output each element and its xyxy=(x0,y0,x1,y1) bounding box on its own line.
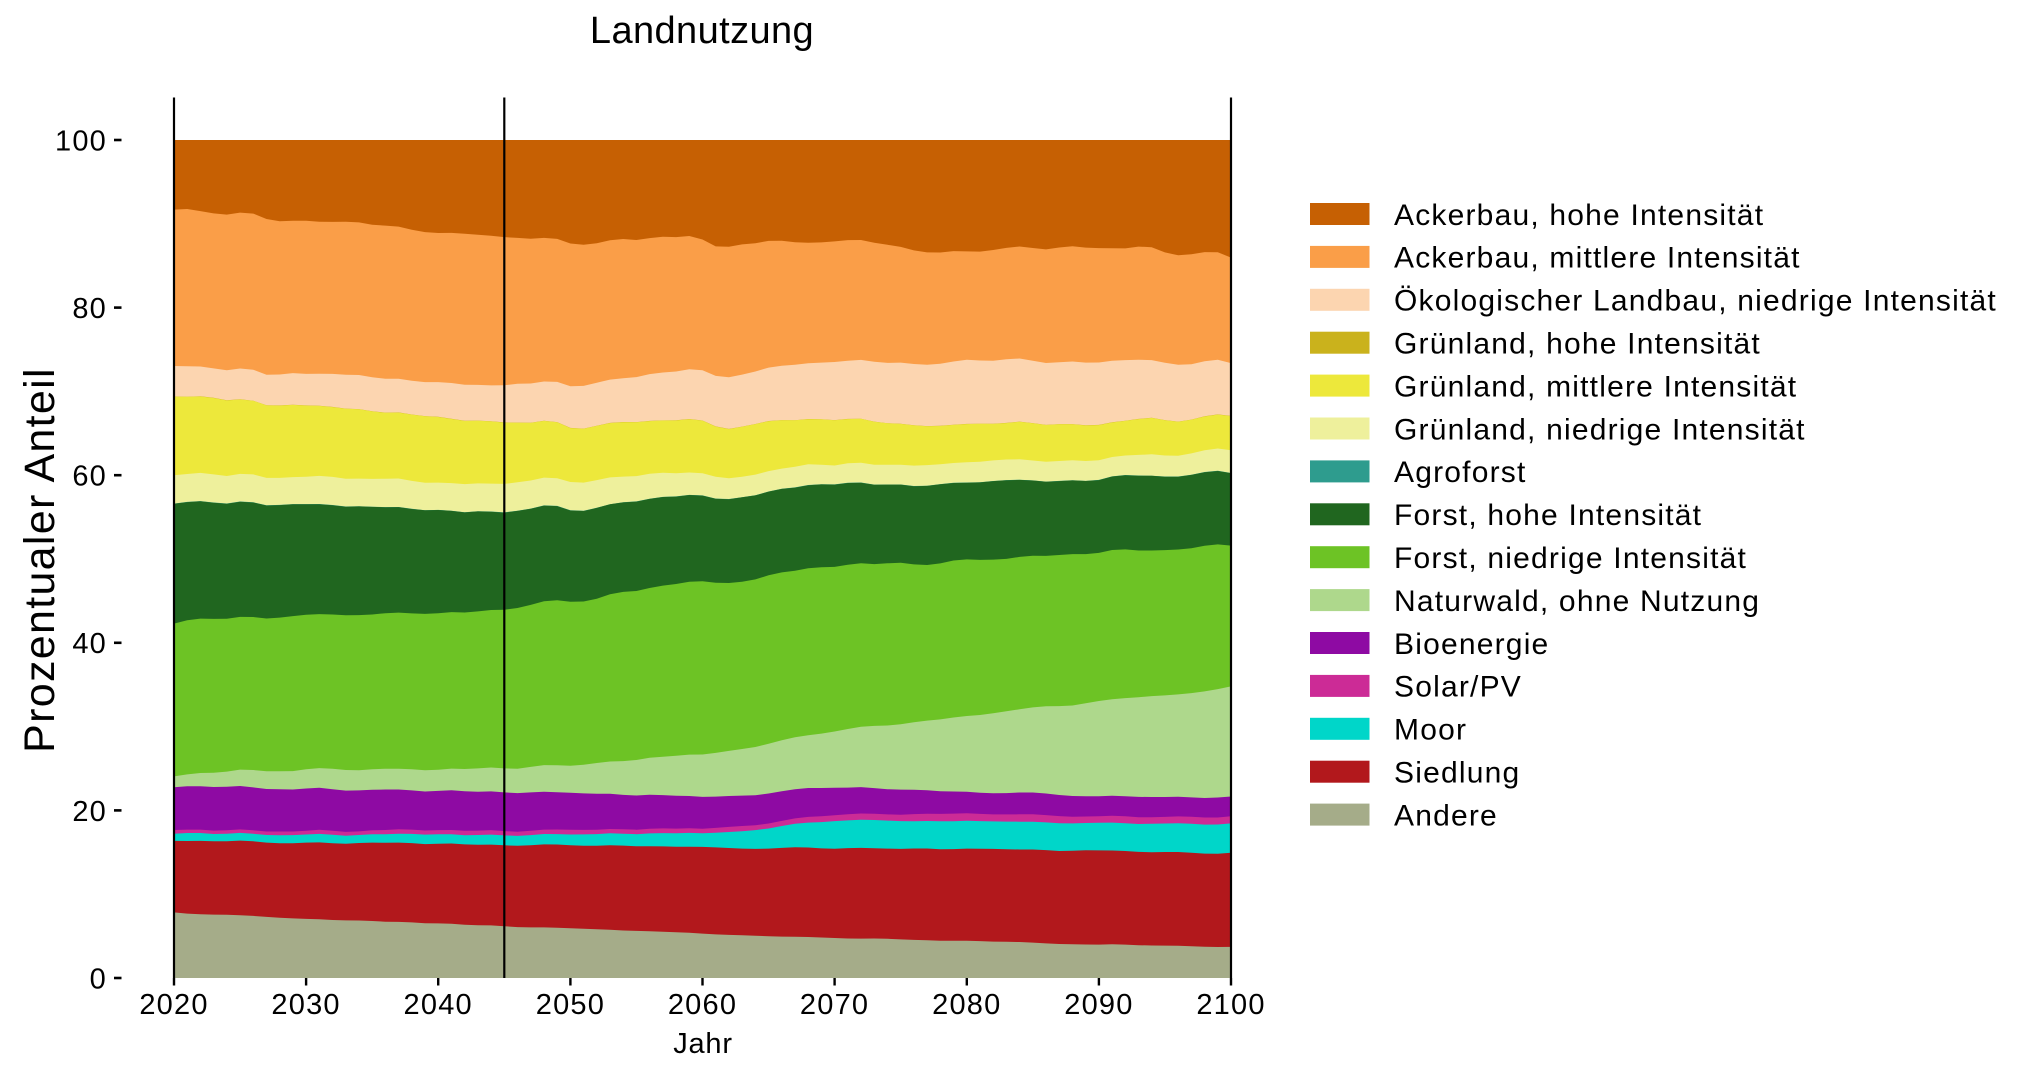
svg-text:Solar/PV: Solar/PV xyxy=(1394,671,1522,704)
svg-text:Grünland, mittlere Intensität: Grünland, mittlere Intensität xyxy=(1394,370,1797,403)
svg-text:Ökologischer Landbau, niedrige: Ökologischer Landbau, niedrige Intensitä… xyxy=(1394,285,1997,318)
svg-text:2050: 2050 xyxy=(536,989,605,1021)
svg-text:Forst, hohe Intensität: Forst, hohe Intensität xyxy=(1394,499,1702,532)
svg-text:Prozentualer Anteil: Prozentualer Anteil xyxy=(16,367,64,753)
svg-text:80: 80 xyxy=(72,293,107,325)
svg-text:2090: 2090 xyxy=(1064,989,1133,1021)
svg-text:100: 100 xyxy=(55,125,107,157)
svg-text:Ackerbau, hohe Intensität: Ackerbau, hohe Intensität xyxy=(1394,199,1764,232)
svg-text:Naturwald, ohne Nutzung: Naturwald, ohne Nutzung xyxy=(1394,585,1760,618)
svg-text:Landnutzung: Landnutzung xyxy=(590,10,814,52)
svg-text:Siedlung: Siedlung xyxy=(1394,757,1520,790)
svg-text:60: 60 xyxy=(72,461,107,493)
svg-text:Forst, niedrige Intensität: Forst, niedrige Intensität xyxy=(1394,542,1747,575)
svg-text:2100: 2100 xyxy=(1196,989,1265,1021)
svg-text:2070: 2070 xyxy=(800,989,869,1021)
svg-text:2020: 2020 xyxy=(139,989,208,1021)
svg-text:Ackerbau, mittlere Intensität: Ackerbau, mittlere Intensität xyxy=(1394,242,1801,275)
svg-text:0: 0 xyxy=(90,963,107,995)
svg-text:Grünland, hohe Intensität: Grünland, hohe Intensität xyxy=(1394,328,1761,361)
svg-text:Bioenergie: Bioenergie xyxy=(1394,628,1549,661)
svg-text:2030: 2030 xyxy=(271,989,340,1021)
svg-text:Grünland, niedrige Intensität: Grünland, niedrige Intensität xyxy=(1394,413,1806,446)
svg-text:Agroforst: Agroforst xyxy=(1394,456,1527,489)
svg-text:Jahr: Jahr xyxy=(673,1028,733,1060)
svg-text:Moor: Moor xyxy=(1394,714,1467,747)
svg-text:Andere: Andere xyxy=(1394,799,1498,832)
svg-text:40: 40 xyxy=(72,628,107,660)
svg-text:2060: 2060 xyxy=(668,989,737,1021)
svg-text:2080: 2080 xyxy=(932,989,1001,1021)
svg-text:2040: 2040 xyxy=(404,989,473,1021)
svg-text:20: 20 xyxy=(72,796,107,828)
